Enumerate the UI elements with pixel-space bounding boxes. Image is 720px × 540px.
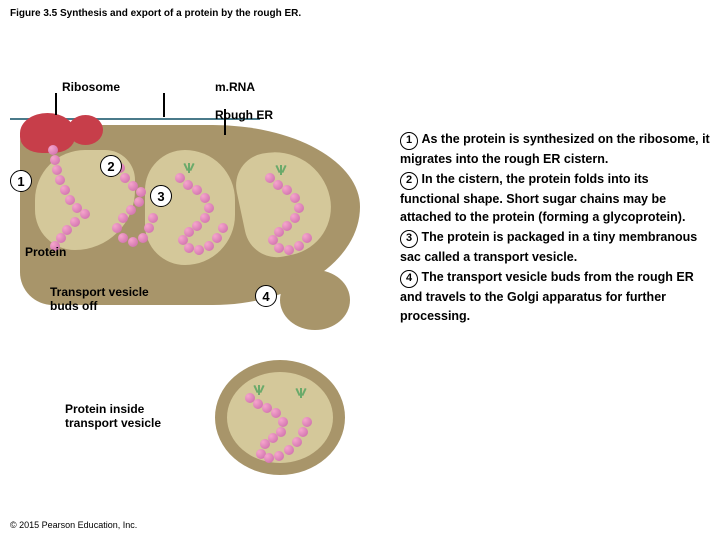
protein-bead <box>126 205 136 215</box>
glycan-icon <box>300 388 302 398</box>
leader-line <box>55 93 57 115</box>
label-protein-inside: Protein inside transport vesicle <box>65 402 185 430</box>
protein-bead <box>290 193 300 203</box>
protein-bead <box>302 417 312 427</box>
protein-bead <box>200 193 210 203</box>
protein-bead <box>144 223 154 233</box>
protein-bead <box>70 217 80 227</box>
protein-bead <box>50 155 60 165</box>
protein-bead <box>138 233 148 243</box>
label-mrna: m.RNA <box>215 80 255 94</box>
protein-bead <box>80 209 90 219</box>
vesicle-budding <box>280 270 350 330</box>
protein-bead <box>118 233 128 243</box>
protein-bead <box>194 245 204 255</box>
protein-bead <box>302 233 312 243</box>
protein-bead <box>218 223 228 233</box>
protein-bead <box>274 243 284 253</box>
step-descriptions: 1 As the protein is synthesized on the r… <box>400 130 710 327</box>
protein-bead <box>60 185 70 195</box>
protein-bead <box>200 213 210 223</box>
protein-bead <box>112 223 122 233</box>
protein-bead <box>260 439 270 449</box>
protein-bead <box>298 427 308 437</box>
step-text-4: 4 The transport vesicle buds from the ro… <box>400 268 710 324</box>
step-marker-2: 2 <box>100 155 122 177</box>
protein-bead <box>55 175 65 185</box>
copyright-text: © 2015 Pearson Education, Inc. <box>10 520 137 530</box>
protein-bead <box>271 408 281 418</box>
protein-bead <box>52 165 62 175</box>
label-ribosome: Ribosome <box>62 80 120 94</box>
protein-bead <box>290 213 300 223</box>
step-marker-3: 3 <box>150 185 172 207</box>
label-rough-er: Rough ER <box>215 108 273 122</box>
protein-bead <box>204 203 214 213</box>
step-marker-1: 1 <box>10 170 32 192</box>
glycan-icon <box>258 385 260 395</box>
protein-bead <box>48 145 58 155</box>
step-text-3: 3 The protein is packaged in a tiny memb… <box>400 228 710 266</box>
protein-bead <box>294 241 304 251</box>
glycan-icon <box>188 163 190 173</box>
step-text-2: 2 In the cistern, the protein folds into… <box>400 170 710 226</box>
glycan-icon <box>280 165 282 175</box>
protein-bead <box>284 245 294 255</box>
protein-bead <box>292 437 302 447</box>
step-marker-4: 4 <box>255 285 277 307</box>
protein-bead <box>204 241 214 251</box>
protein-bead <box>294 203 304 213</box>
protein-bead <box>184 243 194 253</box>
leader-line <box>163 93 165 117</box>
label-transport-buds: Transport vesicle buds off <box>50 285 160 313</box>
protein-bead <box>128 237 138 247</box>
protein-bead <box>284 445 294 455</box>
diagram: Ribosome m.RNA Rough ER Protein Transpor… <box>0 95 400 495</box>
protein-bead <box>136 187 146 197</box>
protein-bead <box>148 213 158 223</box>
protein-bead <box>274 451 284 461</box>
protein-bead <box>134 197 144 207</box>
protein-bead <box>212 233 222 243</box>
step-text-1: 1 As the protein is synthesized on the r… <box>400 130 710 168</box>
protein-bead <box>278 417 288 427</box>
label-protein: Protein <box>25 245 66 259</box>
figure-title: Figure 3.5 Synthesis and export of a pro… <box>10 8 301 19</box>
protein-bead <box>264 453 274 463</box>
protein-bead <box>118 213 128 223</box>
